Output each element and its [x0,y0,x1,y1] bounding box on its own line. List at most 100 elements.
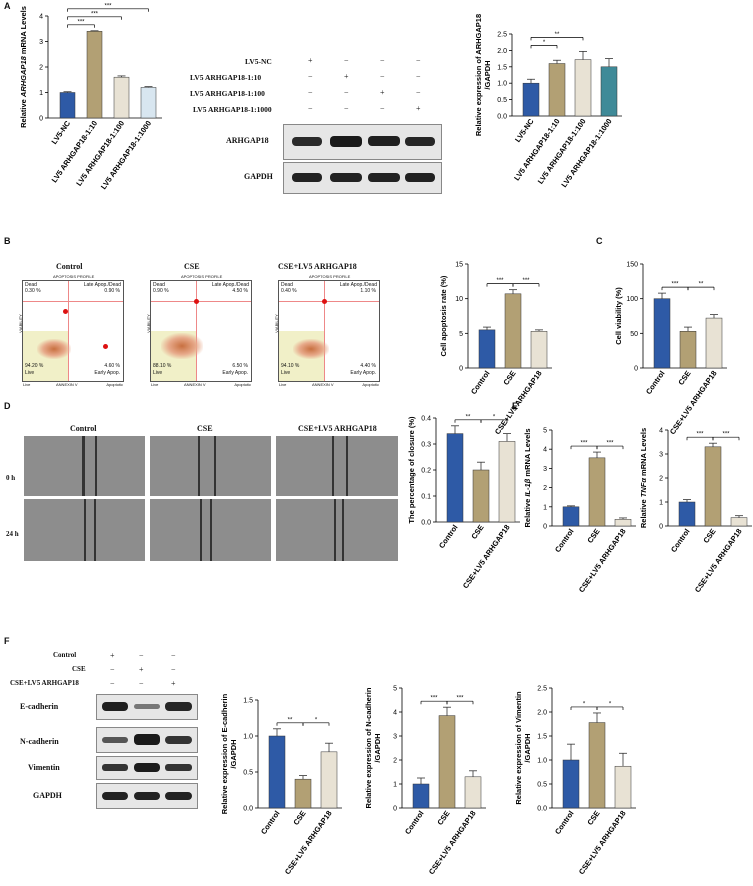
x-tick-label: CSE+LV5 ARHGAP18 [577,809,628,876]
y-tick-label: 3 [393,734,397,741]
scratch-title: Control [70,424,97,433]
y-tick-label: 1 [39,90,43,97]
flow-title: CSE+LV5 ARHGAP18 [278,262,357,271]
flow-title: CSE [184,262,200,271]
y-tick-label: 2 [659,476,663,483]
bar [614,765,632,809]
flow-x-end-right: Apoptotic [106,382,123,387]
panel-label-a: A [4,1,11,11]
y-axis-label: Relative expression of N-cadherin [364,687,373,808]
y-tick-label: 0.3 [421,442,431,449]
scratch-image [276,499,398,561]
y-tick-label: 50 [630,331,638,338]
y-tick-label: 5 [459,331,463,338]
blot-f-row-label: Control [53,651,77,659]
y-tick-label: 4 [543,447,547,454]
blot-f-sign: + [171,679,176,688]
significance-label: *** [671,282,679,288]
panel-label-f: F [4,636,10,646]
significance-label: * [543,40,546,46]
y-tick-label: 0 [459,366,463,373]
blot-a-sign: + [344,72,349,81]
blot-a-sign: − [308,104,313,113]
y-tick-label: 2 [393,758,397,765]
quadrant-dead-value: 0.40 % [281,288,297,294]
panel-a-blot: LV5-NC LV5 ARHGAP18-1:10 LV5 ARHGAP18-1:… [190,55,442,195]
significance-label: *** [522,278,530,284]
significance-label: *** [580,441,588,447]
y-tick-label: 15 [455,262,463,269]
y-axis-label-part: mRNA Levels [639,428,648,478]
quadrant-dead: Dead [281,282,293,288]
quadrant-late-value: 4.50 % [232,288,248,294]
flow-x-end-left: Live [23,382,31,387]
blot-a-sign: + [416,104,421,113]
y-axis-label: Relative IL-1β mRNA Levels [523,428,532,527]
y-tick-label: 2.0 [537,710,547,717]
y-axis-label: The percentage of closure (%) [407,416,416,524]
y-tick-label: 0.0 [243,806,253,813]
y-tick-label: 2.5 [537,686,547,693]
y-axis-label-part: mRNA Levels [523,428,532,478]
significance-label: *** [91,11,99,17]
quadrant-early-value: 6.50 % [232,363,248,369]
blot-f-ncadherin [96,727,198,753]
y-tick-label: 0 [659,524,663,531]
blot-a-sign: − [380,56,385,65]
blot-a-row-label: LV5 ARHGAP18-1:100 [190,89,265,98]
panel-label-b: B [4,236,11,246]
quadrant-live: Live [25,370,35,376]
y-tick-label: 3 [39,39,43,46]
y-axis-label: /GAPDH [523,733,532,762]
significance-label: *** [696,432,704,438]
y-tick-label: 1.0 [537,758,547,765]
flow-x-axis: ANNEXIN V [56,382,78,387]
significance-label: *** [430,696,438,702]
y-tick-label: 2.0 [497,48,507,55]
blot-f-gapdh [96,783,198,809]
quadrant-dead: Dead [153,282,165,288]
significance-label: * [315,717,318,723]
y-axis-label-part: ARHGAP18 [19,55,28,98]
flow-title: Control [56,262,83,271]
y-tick-label: 5 [543,428,547,435]
quadrant-early-value: 4.40 % [360,363,376,369]
flow-x-end-left: Live [279,382,287,387]
flow-plot-cse: APOPTOSIS PROFILE VIABILITY Dead 0.90 % … [146,274,252,387]
y-tick-label: 0.1 [421,494,431,501]
y-tick-label: 0.5 [537,782,547,789]
significance-label: * [609,701,612,707]
quadrant-early: Early Apop. [222,370,248,376]
x-tick-label: Control [553,809,576,836]
blot-f-sign: + [110,651,115,660]
blot-f-vimentin [96,756,198,780]
significance-label: *** [496,278,504,284]
flow-plot-control: APOPTOSIS PROFILE VIABILITY Dead 0.30 % … [18,274,124,387]
panel-label-c: C [596,236,603,246]
y-tick-label: 5 [393,686,397,693]
scratch-image [150,436,271,496]
blot-f-sign: − [171,665,176,674]
flow-x-axis: ANNEXIN V [312,382,334,387]
y-tick-label: 2 [543,485,547,492]
quadrant-early: Early Apop. [94,370,120,376]
y-tick-label: 1.0 [497,81,507,88]
blot-a-sign: − [344,56,349,65]
y-axis-label: Cell viability (%) [614,287,623,345]
y-axis-label-part: Relative [19,97,28,128]
y-tick-label: 1.5 [243,698,253,705]
blot-a-sign: − [416,56,421,65]
quadrant-dead-value: 0.30 % [25,288,41,294]
blot-f-sign: − [139,651,144,660]
y-tick-label: 100 [626,296,638,303]
blot-a-sign: − [416,72,421,81]
significance-label: *** [606,441,614,447]
blot-f-signs: + − − − + − − − + [110,651,190,691]
y-axis-label-part: mRNA Levels [19,6,28,56]
